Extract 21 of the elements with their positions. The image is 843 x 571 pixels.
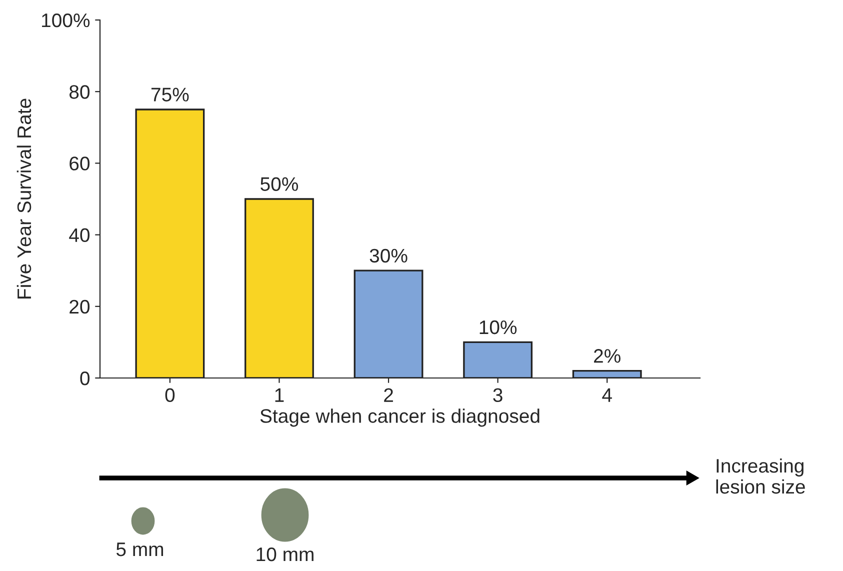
x-tick-label: 4 <box>602 388 612 402</box>
y-tick-label: 0 <box>80 371 90 386</box>
x-axis-title: Stage when cancer is diagnosed <box>260 408 540 427</box>
x-tick-label: 0 <box>165 388 175 402</box>
data-label: 50% <box>260 177 298 191</box>
x-tick-label: 3 <box>493 388 502 402</box>
y-tick-label: 100% <box>42 13 90 28</box>
x-tick-label: 2 <box>384 388 393 402</box>
text: 10 mm <box>256 547 314 562</box>
text: 5 mm <box>116 542 164 556</box>
y-tick-label: 60 <box>70 156 90 170</box>
x-tick-label: 1 <box>275 388 284 402</box>
y-tick-label: 80 <box>69 85 90 99</box>
data-label: 30% <box>370 248 408 263</box>
text: Increasing lesion size <box>716 458 805 494</box>
data-label: 75% <box>151 88 189 102</box>
data-label: 2% <box>594 349 620 363</box>
data-label: 10% <box>480 320 517 334</box>
y-axis-title: Five Year Survival Rate <box>16 98 32 298</box>
y-tick-label: 40 <box>69 228 90 242</box>
y-tick-label: 20 <box>70 300 90 314</box>
